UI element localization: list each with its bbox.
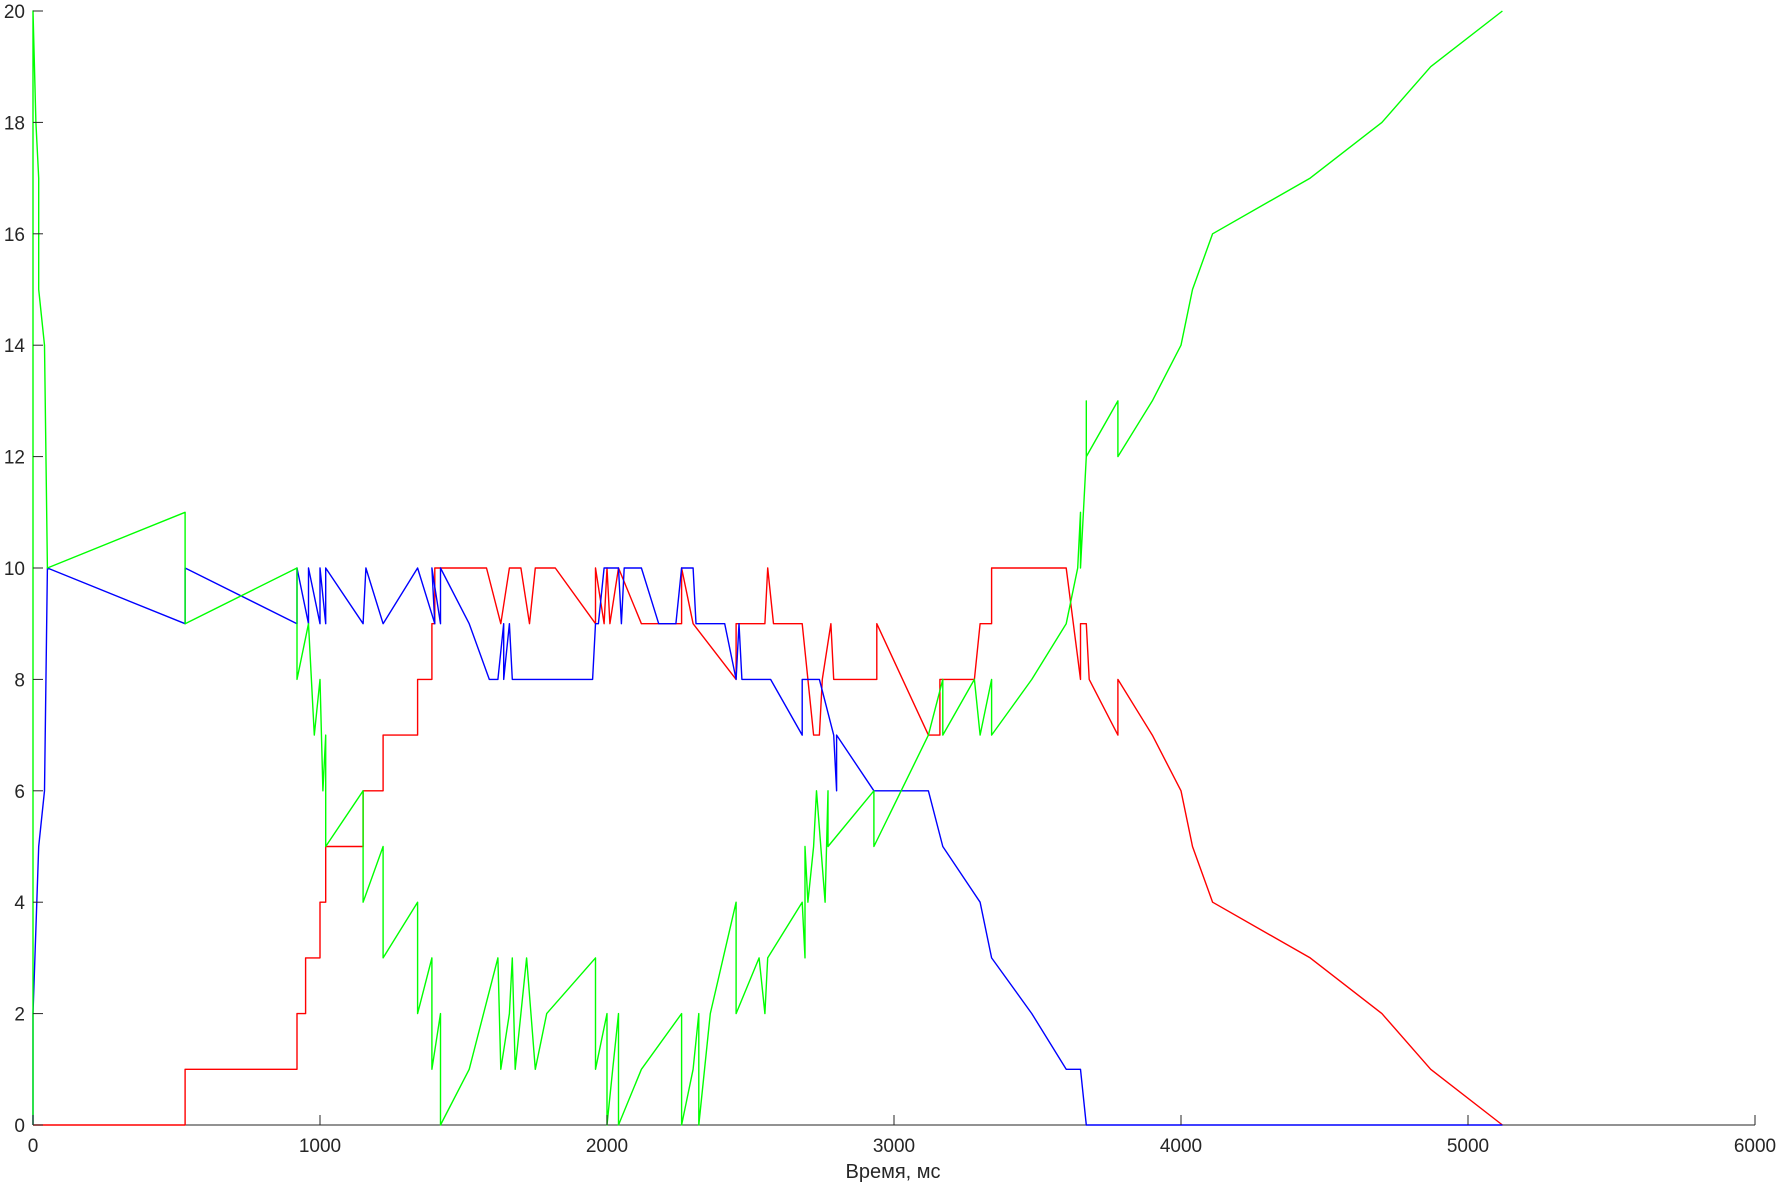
plot-frame [32, 11, 1755, 1126]
y-tick-label: 6 [14, 782, 25, 803]
y-tick-label: 10 [4, 559, 25, 580]
x-tick-label: 6000 [1734, 1136, 1776, 1157]
x-axis-label: Время, мс [845, 1161, 940, 1183]
y-tick-label: 14 [4, 336, 26, 357]
y-tick-label: 18 [4, 113, 25, 134]
y-tick-label: 2 [14, 1005, 25, 1026]
series-layer [32, 10, 1503, 1126]
y-tick-label: 8 [14, 670, 25, 691]
y-tick-label: 4 [14, 893, 25, 914]
x-tick-label: 2000 [586, 1136, 628, 1157]
x-tick-label: 1000 [299, 1136, 341, 1157]
x-tick-label: 5000 [1447, 1136, 1489, 1157]
series-line-2 [32, 567, 1503, 1126]
series-line-1 [33, 567, 1503, 1126]
x-axis-ticks: 0 1000 2000 3000 4000 5000 6000 [28, 1115, 1776, 1157]
y-axis-ticks: 0 2 4 6 8 10 12 14 16 18 20 [4, 2, 43, 1137]
series-line-3 [32, 10, 1503, 1126]
x-tick-label: 4000 [1160, 1136, 1202, 1157]
y-tick-label: 12 [4, 448, 25, 469]
y-tick-label: 20 [4, 2, 25, 23]
y-tick-label: 16 [4, 225, 25, 246]
y-tick-label: 0 [14, 1116, 25, 1137]
x-tick-label: 3000 [873, 1136, 915, 1157]
x-tick-label: 0 [28, 1136, 39, 1157]
